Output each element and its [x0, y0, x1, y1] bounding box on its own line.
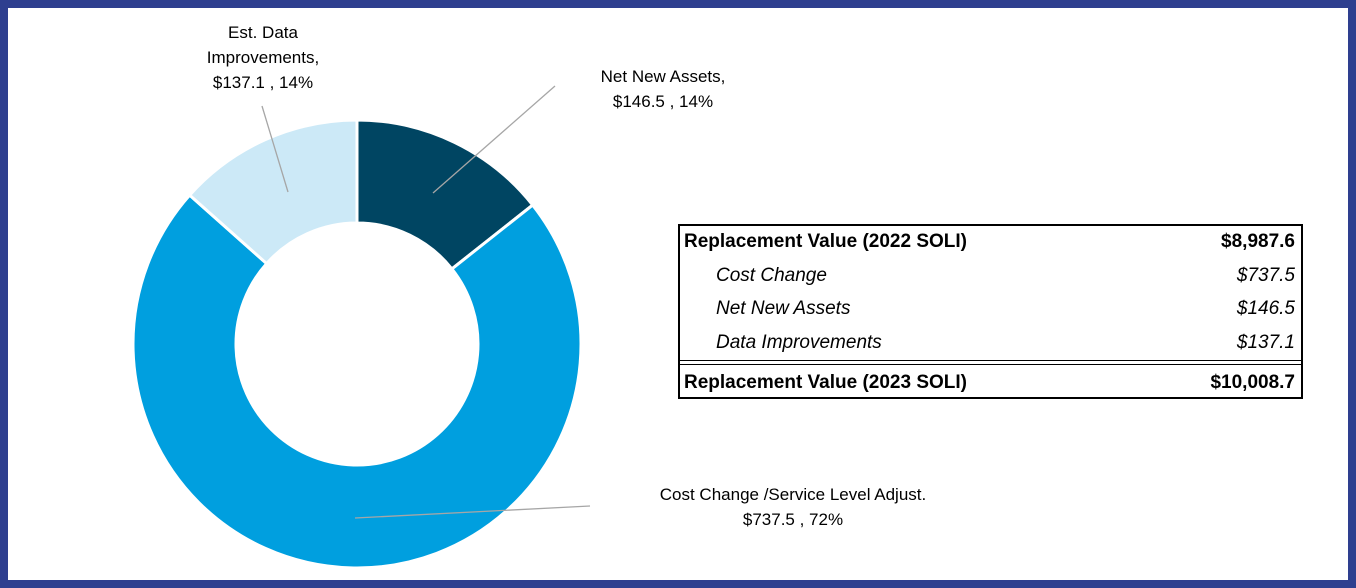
donut-slice: [355, 118, 535, 272]
row-value: $8,987.6: [1221, 231, 1295, 252]
category-label: Est. Data Improvements,: [206, 23, 320, 67]
data-label: Cost Change /Service Level Adjust. $737.5…: [618, 482, 968, 532]
value-label: $137.1 , 14%: [212, 73, 314, 92]
row-label: Net New Assets: [716, 298, 851, 319]
leader-line: [432, 85, 556, 194]
table-row: Data Improvements $137.1: [680, 327, 1301, 359]
rule: [680, 364, 1301, 365]
row-value: $737.5: [1236, 265, 1295, 286]
data-label: Est. Data Improvements, $137.1 , 14%: [188, 20, 338, 95]
rule: [680, 360, 1301, 361]
row-value: $10,008.7: [1210, 372, 1295, 393]
value-label: $146.5 , 14%: [612, 92, 714, 111]
row-label: Replacement Value (2023 SOLI): [684, 372, 968, 393]
donut-slice: [187, 118, 359, 266]
row-label: Replacement Value (2022 SOLI): [684, 231, 968, 252]
row-value: $146.5: [1236, 298, 1295, 319]
row-label: Data Improvements: [716, 332, 882, 353]
row-value: $137.1: [1236, 332, 1295, 353]
row-label: Cost Change: [716, 265, 827, 286]
table-row: Net New Assets $146.5: [680, 293, 1301, 325]
category-label: Cost Change /Service Level Adjust.: [659, 485, 927, 504]
leader-line: [354, 505, 591, 519]
summary-table: Replacement Value (2022 SOLI) $8,987.6 Cos…: [678, 224, 1303, 399]
category-label: Net New Assets,: [600, 67, 726, 86]
donut-slice: [131, 192, 583, 570]
table-row: Replacement Value (2022 SOLI) $8,987.6: [680, 226, 1301, 258]
data-label: Net New Assets, $146.5 , 14%: [548, 64, 778, 114]
value-label: $737.5 , 72%: [742, 510, 844, 529]
leader-line: [261, 105, 289, 193]
chart: [131, 85, 591, 570]
table-row: Cost Change $737.5: [680, 260, 1301, 292]
table-row: Replacement Value (2023 SOLI) $10,008.7: [680, 367, 1301, 399]
